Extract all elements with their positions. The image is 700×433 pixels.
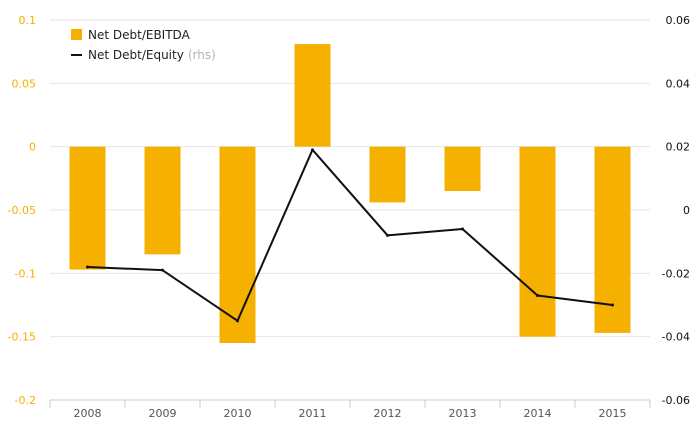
bar-2015: [594, 146, 631, 333]
right-tick-label: 0: [683, 204, 690, 217]
x-tick-label: 2013: [449, 407, 477, 420]
bar-2013: [444, 146, 481, 191]
bar-2011: [294, 44, 331, 147]
right-tick-label: 0.06: [666, 14, 691, 27]
grid-lines: [50, 19, 650, 401]
line-point-2015: [611, 303, 614, 307]
legend-swatch-bar: [71, 29, 82, 40]
bar-2010: [219, 146, 256, 343]
bar-2009: [144, 146, 181, 255]
left-tick-label: -0.1: [15, 267, 36, 280]
left-tick-label: -0.05: [8, 204, 36, 217]
line-point-2008: [86, 265, 89, 269]
left-tick-label: -0.15: [8, 331, 36, 344]
line-path: [87, 148, 613, 322]
legend-label-bar: Net Debt/EBITDA: [88, 28, 191, 42]
left-tick-label: -0.2: [15, 394, 36, 407]
line-point-2010: [236, 319, 239, 323]
bar-2008: [69, 146, 106, 270]
axes: 0.1 0.05 0 -0.05 -0.1 -0.15 -0.2 0.06 0.04 0.02 0 -…: [8, 14, 690, 420]
bar-2014: [519, 146, 556, 337]
bar-2012: [369, 146, 406, 203]
right-tick-label: -0.06: [662, 394, 690, 407]
left-tick-label: 0: [29, 141, 36, 154]
x-tick-label: 2012: [374, 407, 402, 420]
line-point-2012: [386, 233, 389, 237]
line-net-debt-equity: [86, 148, 614, 323]
x-tick-label: 2008: [74, 407, 102, 420]
right-tick-label: -0.02: [662, 267, 690, 280]
x-tick-label: 2010: [224, 407, 252, 420]
line-point-2014: [536, 294, 539, 297]
right-tick-label: 0.04: [666, 77, 691, 90]
left-tick-label: 0.05: [12, 77, 37, 90]
right-tick-label: 0.02: [666, 141, 691, 154]
line-point-2013: [461, 227, 464, 231]
legend-label-line-name: Net Debt/Equity: [88, 48, 184, 62]
x-tick-label: 2011: [299, 407, 327, 420]
line-point-2009: [161, 268, 164, 272]
legend: Net Debt/EBITDA Net Debt/Equity (rhs): [71, 28, 216, 62]
x-tick-label: 2015: [599, 407, 627, 420]
x-tick-label: 2014: [524, 407, 552, 420]
bars-net-debt-ebitda: [69, 44, 631, 343]
legend-label-line: Net Debt/Equity (rhs): [88, 48, 216, 62]
line-point-2011: [311, 148, 314, 152]
x-tick-label: 2009: [149, 407, 177, 420]
left-tick-label: 0.1: [19, 14, 37, 27]
right-tick-label: -0.04: [662, 331, 690, 344]
legend-label-line-note: (rhs): [188, 48, 216, 62]
